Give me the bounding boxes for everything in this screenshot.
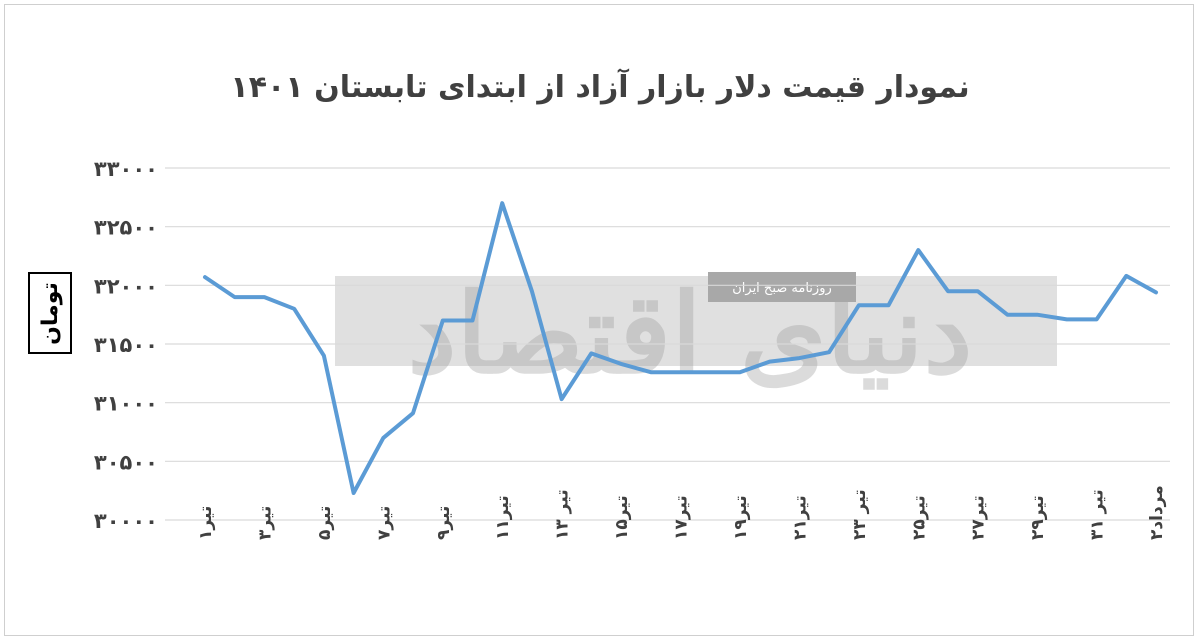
y-tick-label: ۳۰۰۰۰ — [94, 509, 158, 533]
y-tick-label: ۳۳۰۰۰ — [94, 157, 158, 181]
x-tick-label: تیر۱۱ — [493, 495, 513, 540]
x-tick-label: تیر۱۵ — [612, 495, 632, 540]
x-tick-label: تیر۱ — [196, 506, 216, 540]
x-tick-label: تیر۲۱ — [790, 495, 810, 540]
watermark-caption: روزنامه صبح ایران — [732, 281, 832, 296]
x-tick-label: تیر۱۷ — [672, 495, 692, 540]
x-tick-label: تیر ۲۳ — [850, 489, 870, 540]
y-tick-label: ۳۱۰۰۰ — [94, 392, 158, 416]
x-tick-label: تیر ۱۳ — [553, 489, 573, 540]
gridlines — [165, 167, 1170, 521]
y-tick-label: ۳۲۵۰۰ — [94, 216, 158, 240]
x-tick-label: مرداد۲ — [1147, 485, 1167, 540]
x-tick-label: تیر۳ — [255, 506, 275, 540]
x-tick-label: تیر۲۹ — [1028, 495, 1048, 540]
y-axis-ticks: ۳۰۰۰۰ ۳۰۵۰۰ ۳۱۰۰۰ ۳۱۵۰۰ ۳۲۰۰۰ ۳۲۵۰۰ ۳۳۰۰۰ — [94, 157, 158, 533]
watermark-caption-box — [708, 272, 856, 302]
x-tick-label: تیر۱۹ — [731, 495, 751, 540]
y-tick-label: ۳۰۵۰۰ — [94, 450, 158, 474]
x-tick-label: تیر۲۵ — [909, 495, 929, 540]
x-tick-label: تیر ۳۱ — [1088, 489, 1108, 540]
series-line — [203, 201, 1158, 495]
x-tick-label: تیر۹ — [434, 506, 454, 540]
chart-title: نمودار قیمت دلار بازار آزاد از ابتدای تا… — [230, 70, 970, 105]
y-axis-unit-box: تومان — [28, 272, 72, 354]
x-tick-label: تیر۷ — [374, 506, 394, 540]
x-axis-ticks: تیر۱ تیر۳ تیر۵ تیر۷ تیر۹ تیر۱۱ تیر ۱۳ تیر۱۵ تیر۱… — [196, 485, 1167, 540]
y-tick-label: ۳۱۵۰۰ — [94, 333, 158, 357]
y-tick-label: ۳۲۰۰۰ — [94, 274, 158, 298]
x-tick-label: تیر۵ — [315, 506, 335, 540]
watermark-logo-text: دنیای اقتصاد — [408, 269, 973, 398]
x-tick-label: تیر۲۷ — [969, 495, 989, 540]
series-group — [203, 201, 1158, 495]
